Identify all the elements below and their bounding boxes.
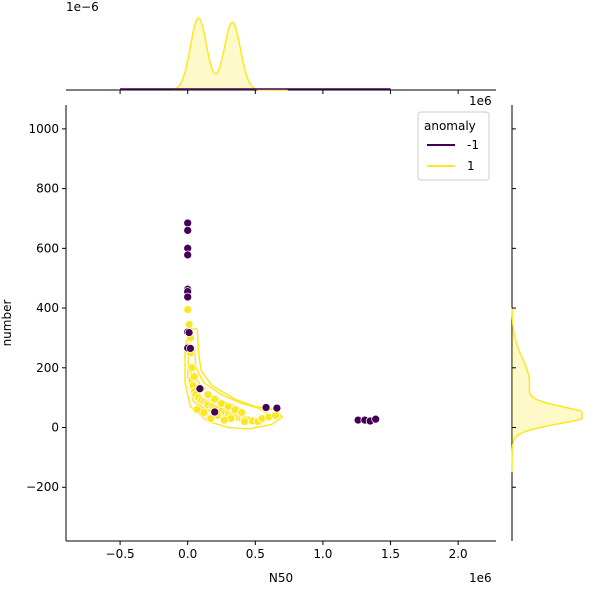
y-tick-label: 200 bbox=[36, 361, 59, 375]
y-tick-label: 400 bbox=[36, 301, 59, 315]
x-axis-label: N50 bbox=[269, 571, 293, 585]
right-marginal-density-line-1 bbox=[511, 308, 583, 473]
y-tick-label: −200 bbox=[26, 480, 59, 494]
right-marginal-scale-note: 1e6 bbox=[469, 94, 492, 108]
top-marginal-plot: 1e−6 bbox=[66, 0, 496, 91]
x-tick-label: 0.0 bbox=[178, 547, 197, 561]
right-marginal-density-fill-1 bbox=[512, 308, 582, 473]
y-axis-label: number bbox=[0, 300, 14, 347]
scatter-point bbox=[192, 405, 202, 414]
top-marginal-density-fill-1 bbox=[174, 18, 288, 90]
scatter-point bbox=[183, 226, 193, 235]
scatter-point bbox=[183, 218, 193, 228]
legend-label-neg1: -1 bbox=[467, 138, 479, 152]
scatter-point bbox=[240, 417, 249, 426]
scatter-point bbox=[371, 414, 381, 424]
kde-contour bbox=[184, 328, 284, 430]
y-tick-label: 1000 bbox=[28, 122, 59, 136]
legend-label-1: 1 bbox=[467, 159, 475, 173]
top-marginal-scale-note: 1e−6 bbox=[66, 0, 99, 14]
scatter-point bbox=[184, 320, 194, 329]
scatter-point bbox=[183, 292, 193, 302]
scatter-point bbox=[184, 328, 194, 337]
x-tick-label: 2.0 bbox=[449, 547, 468, 561]
scatter-point bbox=[195, 384, 205, 394]
x-axis-scale-note: 1e6 bbox=[469, 571, 492, 585]
x-tick-label: 0.5 bbox=[246, 547, 265, 561]
x-tick-label: 1.5 bbox=[381, 547, 400, 561]
scatter-point bbox=[206, 414, 216, 423]
x-tick-label: −0.5 bbox=[106, 547, 135, 561]
scatter-point bbox=[203, 390, 213, 400]
scatter-point bbox=[271, 411, 280, 420]
scatter-point bbox=[190, 372, 199, 382]
scatter-point bbox=[210, 394, 220, 404]
y-tick-label: 600 bbox=[36, 241, 59, 255]
scatter-point bbox=[210, 407, 220, 417]
scatter-point bbox=[272, 403, 282, 413]
legend: anomaly -1 1 bbox=[417, 111, 490, 181]
scatter-point bbox=[183, 250, 193, 260]
x-tick-label: 1.0 bbox=[313, 547, 332, 561]
y-tick-label: 0 bbox=[51, 421, 59, 435]
x-ticks: −0.5 0.0 0.5 1.0 1.5 2.0 bbox=[106, 90, 468, 561]
y-ticks: −200 0 200 400 600 800 1000 bbox=[26, 122, 516, 494]
scatter-point bbox=[237, 408, 247, 417]
y-tick-label: 800 bbox=[36, 182, 59, 196]
scatter-point bbox=[219, 415, 229, 425]
right-marginal-plot: 1e6 bbox=[469, 94, 583, 541]
scatter-points bbox=[183, 218, 381, 426]
scatter-point bbox=[183, 305, 193, 314]
scatter-point bbox=[187, 363, 197, 373]
top-marginal-density-line-1 bbox=[173, 17, 288, 91]
main-plot: −0.5 0.0 0.5 1.0 1.5 2.0 −200 0 200 400 600 800 100… bbox=[0, 90, 516, 585]
scatter-point bbox=[261, 403, 271, 412]
scatter-point bbox=[186, 344, 195, 353]
legend-title: anomaly bbox=[424, 119, 476, 133]
